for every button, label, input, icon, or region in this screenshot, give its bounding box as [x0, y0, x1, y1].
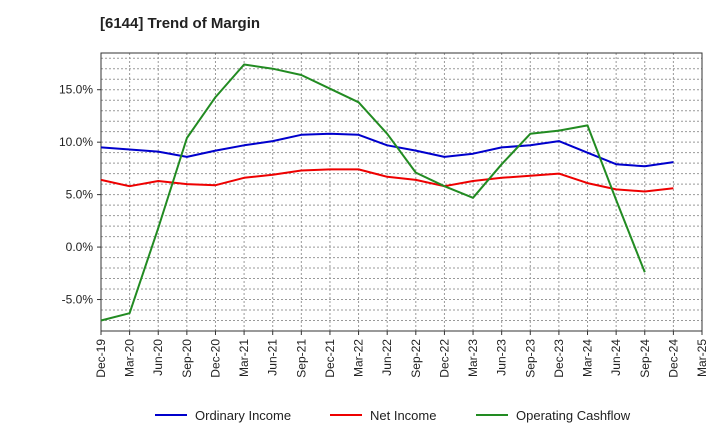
x-tick-label: Sep-20: [180, 339, 194, 378]
grid-lines: [100, 53, 703, 332]
legend-label: Ordinary Income: [195, 408, 291, 423]
chart-title: [6144] Trend of Margin: [100, 15, 261, 32]
legend-label: Operating Cashflow: [516, 408, 631, 423]
x-tick-label: Sep-22: [409, 339, 423, 378]
x-tick-label: Mar-25: [695, 339, 709, 377]
x-tick-label: Dec-23: [552, 339, 566, 378]
x-tick-label: Mar-24: [581, 339, 595, 377]
y-tick-label: 5.0%: [66, 188, 94, 202]
y-tick-label: -5.0%: [62, 293, 94, 307]
x-tick-label: Mar-22: [352, 339, 366, 377]
x-tick-label: Jun-20: [151, 339, 165, 376]
x-tick-label: Jun-21: [266, 339, 280, 376]
x-tick-label: Sep-23: [523, 339, 537, 378]
x-tick-label: Sep-24: [638, 339, 652, 378]
y-tick-label: 15.0%: [59, 83, 93, 97]
y-tick-label: 0.0%: [66, 240, 94, 254]
plot-area-border: [100, 52, 703, 332]
ordinary-income-line: [100, 132, 674, 168]
x-tick-label: Mar-21: [237, 339, 251, 377]
x-tick-label: Dec-19: [94, 339, 108, 378]
x-tick-label: Jun-24: [609, 339, 623, 376]
x-tick-label: Jun-23: [495, 339, 509, 376]
legend-label: Net Income: [370, 408, 436, 423]
x-tick-label: Dec-24: [666, 339, 680, 378]
x-tick-label: Dec-21: [323, 339, 337, 378]
operating-cashflow-line: [100, 63, 646, 322]
x-tick-label: Mar-23: [466, 339, 480, 377]
x-tick-label: Sep-21: [294, 339, 308, 378]
x-tick-label: Dec-22: [437, 339, 451, 378]
series-lines: [100, 63, 674, 322]
axes: -5.0% 0.0% 5.0% 10.0% 15.0% Dec-19 Mar-20 Jun-2…: [59, 52, 709, 378]
y-tick-label: 10.0%: [59, 135, 93, 149]
net-income-line: [100, 168, 674, 193]
x-tick-label: Mar-20: [123, 339, 137, 377]
legend: Ordinary Income Net Income Operating Cashf…: [155, 408, 631, 423]
x-tick-label: Jun-22: [380, 339, 394, 376]
x-tick-label: Dec-20: [208, 339, 222, 378]
